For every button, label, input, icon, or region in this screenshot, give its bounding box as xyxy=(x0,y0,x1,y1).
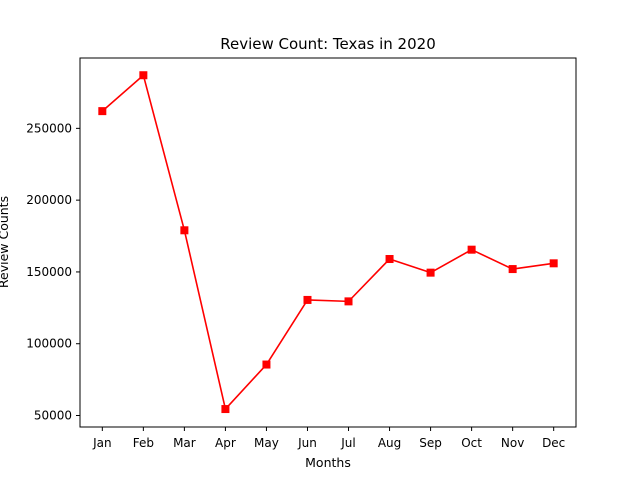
x-tick-label: Feb xyxy=(133,436,154,450)
x-tick-label: Jan xyxy=(92,436,112,450)
x-axis-label: Months xyxy=(305,455,351,470)
x-tick-label: Sep xyxy=(419,436,442,450)
x-tick-label: Mar xyxy=(173,436,196,450)
data-point-dec xyxy=(549,259,558,268)
series-line xyxy=(101,74,554,410)
y-axis: 50000 100000 150000 200000 250000 xyxy=(26,121,80,423)
data-point-sep xyxy=(426,268,435,277)
x-tick-label: May xyxy=(254,436,279,450)
plot-area xyxy=(79,57,577,428)
y-tick-label: 50000 xyxy=(34,409,72,423)
x-tick-label: Apr xyxy=(215,436,236,450)
series-layer xyxy=(98,71,558,414)
data-point-apr xyxy=(221,405,230,414)
x-tick-label: Oct xyxy=(461,436,482,450)
data-point-jun xyxy=(303,295,312,304)
x-tick-label: Jun xyxy=(297,436,317,450)
y-axis-label: Review Counts xyxy=(0,196,11,288)
data-point-jul xyxy=(344,297,353,306)
x-tick-label: Aug xyxy=(378,436,401,450)
x-axis: Jan Feb Mar Apr May Jun Jul Aug Sep Oct Nov Dec xyxy=(92,427,565,450)
data-point-aug xyxy=(385,255,394,264)
data-point-may xyxy=(262,360,271,369)
data-point-jan xyxy=(98,107,107,116)
x-tick-label: Nov xyxy=(501,436,524,450)
data-point-oct xyxy=(467,245,476,254)
chart-title: Review Count: Texas in 2020 xyxy=(220,35,436,53)
data-point-feb xyxy=(139,71,148,80)
y-tick-label: 200000 xyxy=(26,193,72,207)
y-tick-label: 150000 xyxy=(26,265,72,279)
x-tick-label: Jul xyxy=(340,436,355,450)
data-point-nov xyxy=(508,265,517,274)
data-point-mar xyxy=(180,226,189,235)
y-tick-label: 250000 xyxy=(26,121,72,135)
x-tick-label: Dec xyxy=(542,436,565,450)
y-tick-label: 100000 xyxy=(26,337,72,351)
